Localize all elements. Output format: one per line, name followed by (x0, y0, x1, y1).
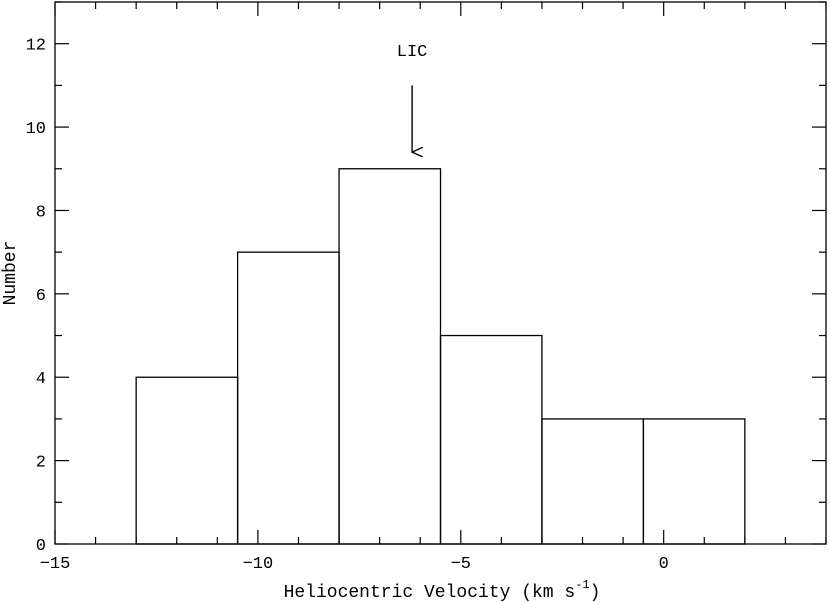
histogram-bar (439, 334, 543, 545)
y-tick-label: 2 (36, 454, 46, 473)
y-tick-label: 12 (26, 37, 46, 56)
y-tick-label: 10 (26, 120, 46, 139)
annotation-label: LIC (397, 43, 428, 62)
x-axis-label-suffix: ) (590, 583, 601, 602)
histogram-bar (236, 251, 340, 545)
x-axis-label-main: Heliocentric Velocity (km s (284, 583, 576, 602)
x-axis-label-superscript: -1 (575, 578, 589, 592)
histogram-bar (338, 168, 442, 545)
y-axis-label: Number (1, 241, 21, 306)
y-tick-label: 0 (36, 537, 46, 556)
y-tick-label: 8 (36, 203, 46, 222)
y-tick-label: 4 (36, 370, 46, 389)
tick-labels: −15 −10 −5 0 0 2 4 6 8 10 12 (26, 37, 669, 574)
histogram-bar (642, 418, 746, 545)
x-tick-label: −5 (451, 555, 471, 574)
x-axis-label: Heliocentric Velocity (km s-1) (284, 578, 601, 602)
x-tick-label: −15 (40, 555, 71, 574)
annotations: LIC (397, 43, 428, 152)
x-tick-label: 0 (659, 555, 669, 574)
axis-ticks (54, 1, 827, 545)
histogram-bar (541, 418, 645, 545)
histogram-bar (135, 376, 239, 545)
x-tick-label: −10 (243, 555, 274, 574)
y-tick-label: 6 (36, 287, 46, 306)
histogram-bars (135, 168, 746, 545)
